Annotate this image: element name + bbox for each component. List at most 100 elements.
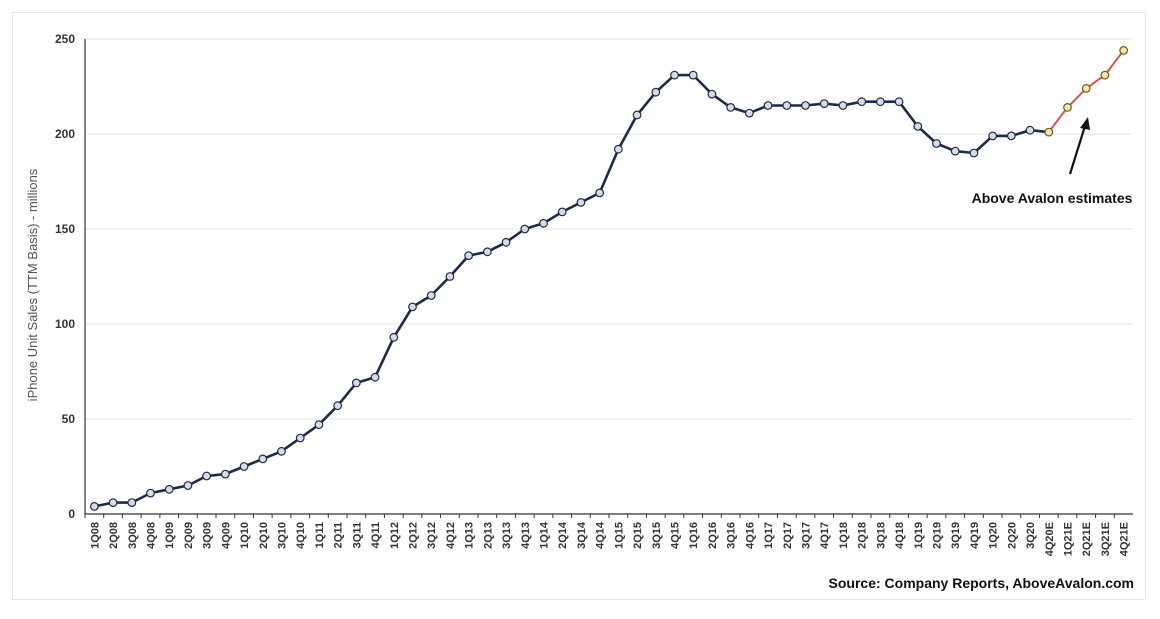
data-point	[202, 471, 212, 481]
x-tick-label: 3Q11	[351, 522, 363, 548]
x-tick-label: 3Q21E	[1100, 522, 1112, 556]
x-tick-label: 3Q08	[127, 522, 139, 549]
x-tick-label: 4Q15	[670, 522, 682, 549]
series-line-segment	[317, 404, 339, 427]
x-tick-label: 2Q16	[707, 522, 719, 549]
estimate-line-segment	[1066, 87, 1088, 109]
data-point	[557, 207, 567, 217]
data-point	[89, 502, 99, 511]
x-tick-label: 2Q19	[932, 522, 944, 549]
x-tick-label: 1Q19	[913, 522, 925, 549]
x-tick-label: 3Q15	[651, 522, 663, 549]
data-point	[501, 237, 511, 247]
x-tick-label: 1Q14	[539, 521, 551, 549]
x-tick-label: 4Q11	[370, 522, 382, 548]
x-tick-label: 3Q18	[875, 522, 887, 549]
estimate-point	[1044, 127, 1054, 137]
data-point	[819, 99, 829, 108]
data-point	[127, 498, 137, 508]
series-line-segment	[691, 73, 714, 96]
x-tick-label: 2Q20	[1006, 522, 1018, 549]
data-point	[258, 454, 268, 464]
data-point	[108, 498, 118, 508]
data-point	[632, 110, 642, 120]
data-point	[370, 372, 380, 382]
x-tick-label: 3Q16	[726, 522, 738, 549]
x-tick-label: 2Q12	[408, 522, 420, 549]
x-tick-label: 4Q19	[969, 522, 981, 549]
line-layer	[93, 49, 1125, 508]
x-tick-label: 4Q08	[146, 522, 158, 549]
y-tick-label: 100	[55, 317, 75, 331]
data-point	[894, 97, 904, 107]
x-tick-label: 4Q18	[894, 522, 906, 549]
x-tick-label: 2Q21E	[1081, 522, 1093, 556]
x-tick-label: 2Q15	[632, 522, 644, 549]
series-line-segment	[617, 113, 639, 151]
series-line-segment	[429, 275, 452, 297]
estimate-point	[1119, 46, 1129, 55]
data-point	[314, 420, 324, 430]
data-point	[988, 131, 998, 141]
y-tick-label: 250	[55, 32, 75, 46]
data-point	[464, 251, 474, 261]
x-tick-label: 3Q13	[501, 522, 513, 549]
x-tick-label: 3Q17	[801, 522, 813, 549]
x-tick-label: 1Q16	[688, 522, 700, 549]
x-tick-label: 1Q17	[763, 522, 775, 549]
x-tick-label: 1Q13	[464, 522, 476, 549]
data-point	[164, 484, 174, 494]
data-point	[932, 139, 941, 148]
grid-layer	[85, 38, 1133, 420]
data-point	[651, 87, 661, 97]
data-point	[146, 488, 155, 498]
x-tick-label: 4Q10	[295, 522, 307, 549]
data-point	[220, 469, 230, 479]
x-tick-label: 4Q20E	[1044, 522, 1056, 556]
estimate-point	[1063, 102, 1072, 112]
series-line-segment	[448, 254, 470, 278]
y-tick-label: 50	[62, 412, 76, 426]
x-tick-label: 3Q12	[426, 522, 438, 549]
x-tick-label: 3Q09	[202, 522, 214, 549]
x-tick-label: 2Q08	[108, 522, 120, 549]
data-point	[389, 332, 399, 342]
estimate-point	[1100, 70, 1110, 80]
data-point	[875, 97, 885, 107]
data-point	[595, 188, 605, 198]
x-tick-label: 1Q18	[838, 522, 850, 549]
x-tick-label: 3Q20	[1025, 522, 1037, 549]
x-tick-label: 3Q14	[576, 521, 588, 549]
estimate-point	[1081, 83, 1091, 93]
data-point	[801, 101, 810, 110]
data-point	[239, 462, 249, 471]
estimate-line-segment	[1103, 49, 1125, 77]
y-tick-label: 200	[55, 127, 75, 141]
x-tick-label: 2Q14	[557, 521, 569, 549]
data-point	[1006, 131, 1016, 141]
series-line-segment	[392, 305, 414, 339]
data-point	[726, 102, 736, 112]
x-tick-label: 1Q15	[613, 522, 625, 549]
x-tick-label: 2Q09	[183, 522, 195, 549]
series-line-segment	[897, 100, 920, 128]
estimate-line-segment	[1047, 106, 1069, 134]
series-line-segment	[373, 335, 396, 379]
data-point	[576, 197, 586, 207]
data-point	[838, 101, 848, 110]
label-layer: 0 50 100 150 200 250 1Q08 2Q08 3Q08 4Q08 1Q09 2Q09 3…	[55, 32, 1131, 556]
series-line-segment	[336, 381, 358, 408]
data-point	[408, 302, 417, 312]
x-tick-label: 1Q20	[988, 522, 1000, 549]
x-tick-label: 4Q13	[520, 522, 532, 549]
x-tick-label: 2Q18	[857, 522, 869, 549]
data-point	[707, 89, 717, 99]
x-tick-label: 2Q11	[333, 522, 345, 548]
x-tick-label: 4Q09	[220, 522, 232, 549]
x-tick-label: 4Q16	[744, 522, 756, 549]
x-tick-label: 4Q12	[445, 522, 457, 549]
data-point	[913, 121, 923, 131]
point-layer	[89, 46, 1129, 511]
